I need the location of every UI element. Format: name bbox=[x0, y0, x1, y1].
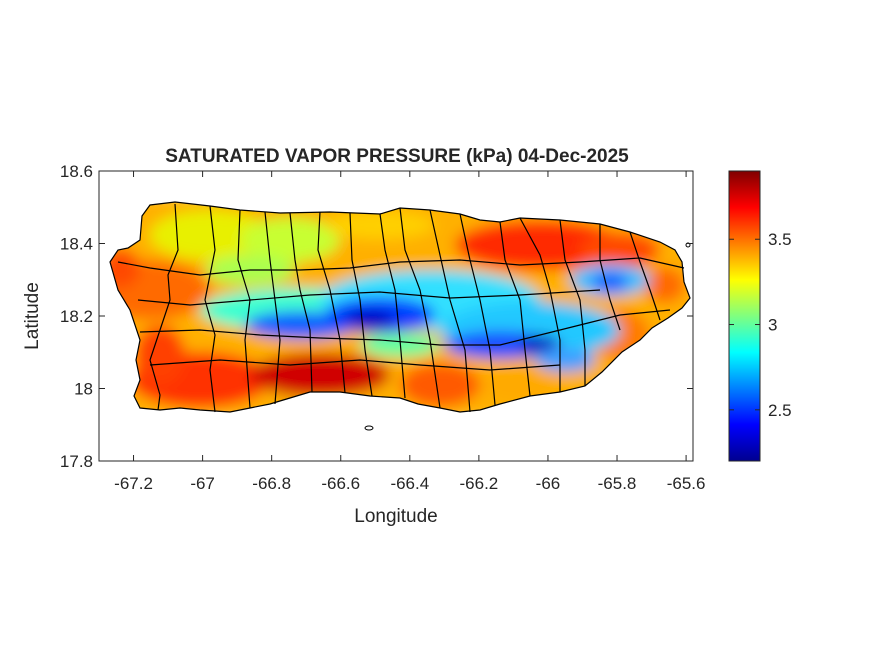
municipal-boundaries bbox=[109, 201, 691, 413]
x-tick-label: -67.2 bbox=[114, 474, 153, 493]
colorbar-tick-label: 3.5 bbox=[768, 230, 792, 249]
x-tick-label: -66.2 bbox=[460, 474, 499, 493]
chart-title: SATURATED VAPOR PRESSURE (kPa) 04-Dec-20… bbox=[165, 146, 629, 167]
x-tick-label: -65.8 bbox=[598, 474, 637, 493]
x-axis-ticks: -67.2 -67 -66.8 -66.6 -66.4 -66.2 -66 -65.8 -65.… bbox=[114, 171, 705, 493]
colorbar bbox=[728, 170, 761, 462]
colorbar-ticks: 2.5 3 3.5 bbox=[729, 230, 792, 420]
x-axis-label: Longitude bbox=[354, 506, 437, 527]
y-axis-label: Latitude bbox=[22, 282, 43, 350]
x-tick-label: -65.6 bbox=[667, 474, 706, 493]
colorbar-tick-label: 2.5 bbox=[768, 401, 792, 420]
x-tick-label: -66.8 bbox=[252, 474, 291, 493]
y-tick-label: 17.8 bbox=[60, 452, 93, 471]
small-island bbox=[364, 425, 374, 431]
colorbar-tick-label: 3 bbox=[768, 316, 777, 335]
y-axis-ticks: 17.8 18 18.2 18.4 18.6 bbox=[60, 162, 693, 471]
x-tick-label: -66 bbox=[536, 474, 561, 493]
y-tick-label: 18 bbox=[74, 380, 93, 399]
heatmap-field bbox=[110, 202, 690, 412]
y-tick-label: 18.6 bbox=[60, 162, 93, 181]
y-tick-label: 18.2 bbox=[60, 307, 93, 326]
y-tick-label: 18.4 bbox=[60, 235, 93, 254]
x-tick-label: -66.4 bbox=[390, 474, 429, 493]
x-tick-label: -66.6 bbox=[321, 474, 360, 493]
x-tick-label: -67 bbox=[190, 474, 215, 493]
